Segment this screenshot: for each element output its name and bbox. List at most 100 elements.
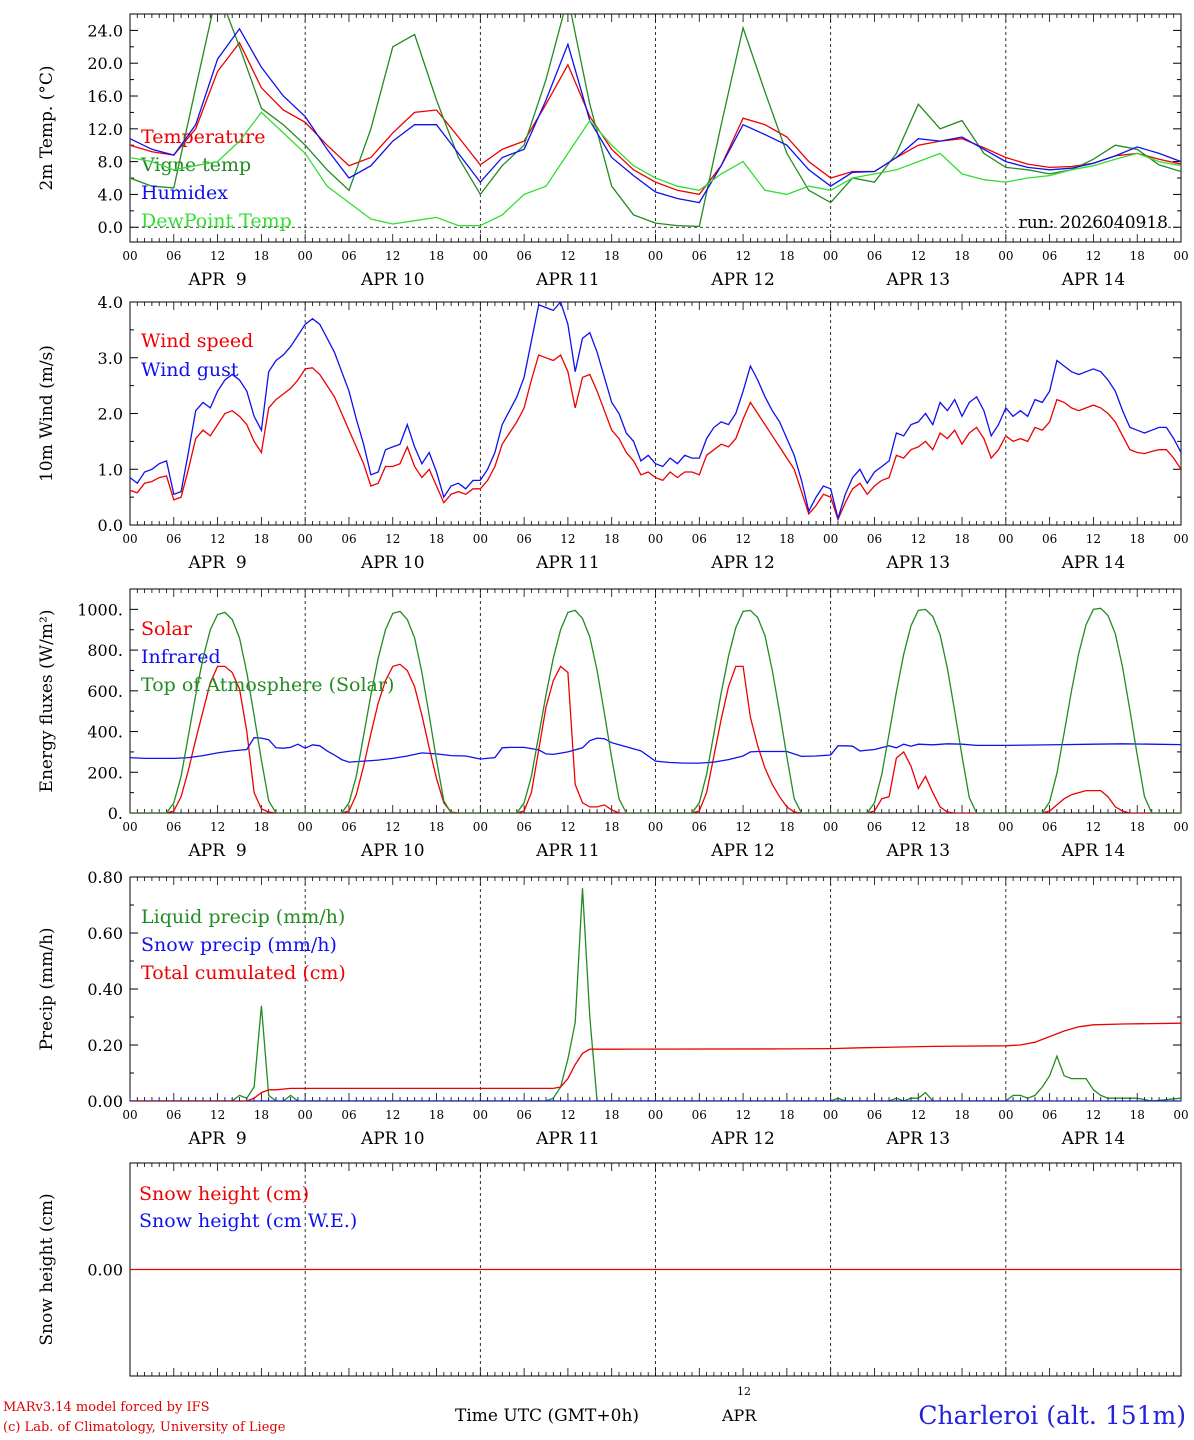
x-hour-label: 18 [779,820,794,834]
x-hour-label: 06 [516,820,531,834]
y-axis-title: Precip (mm/h) [37,927,57,1050]
x-hour-label: 06 [341,249,356,263]
x-hour-label: 18 [954,249,969,263]
panel-snow: 0.00 Snow height (cm) Snow height (cm) Snow… [37,1162,1182,1377]
midday-day-label: APR [722,1406,757,1425]
y-tick-label: 400. [87,723,123,742]
y-axis-title: Snow height (cm) [37,1193,57,1345]
y-tick-label: 0.00 [87,1261,123,1280]
x-day-label: APR 9 [188,270,247,290]
series-line-humidex [130,27,1181,204]
panel-wind: 0.0 1.0 2.0 3.0 4.0 10m Wind (m/s) 00 06 12 18 00 0… [37,293,1189,573]
x-hour-label: 00 [998,820,1013,834]
y-tick-label: 24.0 [87,21,123,40]
y-tick-label: 0.0 [98,516,123,535]
x-hour-label: 18 [1130,820,1145,834]
x-hour-label: 06 [1042,532,1057,546]
y-tick-label: 0.60 [87,924,123,943]
x-hour-label: 00 [998,532,1013,546]
legend-entry: Snow height (cm) [139,1183,309,1205]
x-hour-label: 06 [692,1108,707,1122]
x-hour-label: 12 [735,1108,750,1122]
legend-entry: Wind gust [141,359,239,381]
x-day-label: APR 9 [188,553,247,573]
x-hour-label: 00 [998,249,1013,263]
x-hour-label: 18 [254,532,269,546]
x-hour-label: 12 [210,820,225,834]
legend-entry: Solar [141,618,193,640]
x-day-label: APR 11 [535,553,600,573]
x-hour-label: 18 [779,1108,794,1122]
x-day-label: APR 12 [710,1129,775,1149]
legend-entry: Liquid precip (mm/h) [141,906,345,928]
x-hour-label: 18 [429,532,444,546]
y-tick-label: 600. [87,682,123,701]
x-hour-label: 00 [823,820,838,834]
x-hour-label: 00 [823,532,838,546]
x-hour-label: 06 [1042,249,1057,263]
x-hour-label: 18 [604,820,619,834]
x-hour-label: 00 [823,249,838,263]
x-hour-label: 00 [1173,1108,1188,1122]
x-hour-label: 00 [473,820,488,834]
x-hour-label: 12 [911,249,926,263]
legend-entry: Top of Atmosphere (Solar) [141,674,394,696]
x-hour-label: 12 [735,532,750,546]
x-hour-label: 00 [648,1108,663,1122]
x-day-label: APR 12 [710,841,775,861]
x-hour-label: 12 [560,820,575,834]
x-hour-label: 06 [867,1108,882,1122]
x-hour-label: 18 [604,249,619,263]
legend-entry: Total cumulated (cm) [141,962,346,984]
x-day-label: APR 11 [535,270,600,290]
x-hour-label: 12 [560,532,575,546]
x-hour-label: 12 [560,249,575,263]
y-tick-label: 1.0 [98,460,123,479]
y-tick-label: 16.0 [87,87,123,106]
series-line-wind-gust [130,302,1181,521]
y-tick-label: 2.0 [98,405,123,424]
x-hour-label: 06 [1042,1108,1057,1122]
x-day-label: APR 13 [885,553,950,573]
y-tick-label: 0.20 [87,1036,123,1055]
x-hour-label: 18 [429,1108,444,1122]
series-line-wind-speed [130,353,1181,522]
y-tick-label: 4.0 [98,293,123,312]
x-day-label: APR 12 [710,270,775,290]
series-line-total-cumulated-cm- [130,1022,1181,1101]
x-day-label: APR 10 [360,553,425,573]
y-tick-label: 0.0 [98,218,123,237]
y-tick-label: 20.0 [87,54,123,73]
x-hour-label: 12 [385,532,400,546]
x-hour-label: 06 [692,249,707,263]
y-tick-label: 0.80 [87,868,123,887]
series-line-liquid-precip-mm-h- [130,888,1181,1101]
x-hour-label: 18 [779,249,794,263]
x-hour-label: 12 [210,532,225,546]
x-hour-label: 06 [166,820,181,834]
y-tick-label: 1000. [77,600,123,619]
x-hour-label: 06 [692,820,707,834]
run-label: run: 2026040918 [1019,213,1168,233]
x-hour-label: 00 [298,532,313,546]
x-day-label: APR 14 [1061,270,1126,290]
x-hour-label: 00 [1173,249,1188,263]
series-line-vigne-temp [130,14,1181,228]
y-tick-label: 800. [87,641,123,660]
x-day-label: APR 10 [360,270,425,290]
x-axis-title: Time UTC (GMT+0h) [455,1406,640,1426]
x-hour-label: 06 [166,532,181,546]
y-tick-label: 0. [108,804,123,823]
x-hour-label: 00 [122,1108,137,1122]
x-day-label: APR 11 [535,841,600,861]
x-hour-label: 12 [385,820,400,834]
lab-credit: (c) Lab. of Climatology, University of L… [3,1420,286,1435]
panel-temp: 0.0 4.0 8.0 12.0 16.0 20.0 24.0 2m Temp. (°C) 00… [37,13,1189,290]
legend-entry: Snow precip (mm/h) [141,934,337,956]
legend-entry: Wind speed [141,330,253,352]
x-hour-label: 00 [473,532,488,546]
x-hour-label: 12 [735,820,750,834]
x-day-label: APR 9 [188,1129,247,1149]
x-hour-label: 18 [954,1108,969,1122]
